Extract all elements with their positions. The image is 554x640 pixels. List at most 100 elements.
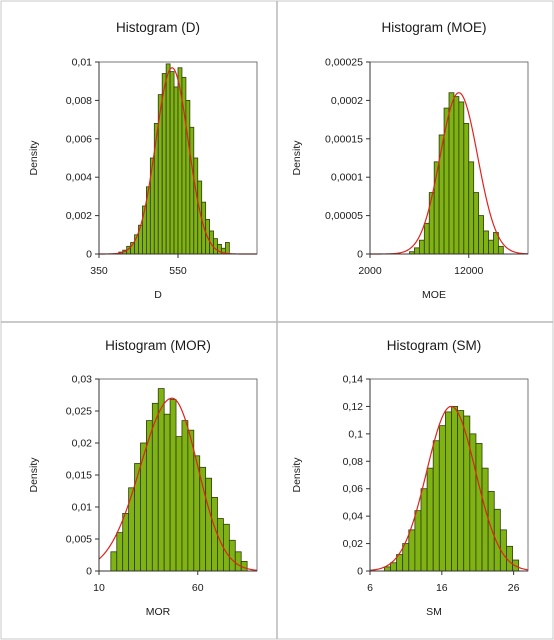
density-curve xyxy=(370,92,529,255)
histogram-bar xyxy=(224,242,230,255)
histogram-bar xyxy=(414,510,422,572)
x-axis-label: MOE xyxy=(422,289,446,301)
y-tick-label: 0,01 xyxy=(72,502,93,514)
histogram-bar xyxy=(163,413,171,572)
y-tick-label: 0,00005 xyxy=(325,210,363,222)
x-tick-label: 26 xyxy=(508,582,520,594)
y-axis-label: Density xyxy=(28,140,40,176)
histogram-bar xyxy=(432,440,440,572)
x-tick-label: 350 xyxy=(90,265,108,277)
histogram-bar xyxy=(468,161,475,255)
histogram-bar xyxy=(213,238,218,255)
histogram-bar xyxy=(187,429,195,572)
histogram-bar xyxy=(228,539,236,572)
y-tick-label: 0,002 xyxy=(66,210,92,222)
histogram-bar xyxy=(426,467,434,572)
y-tick-label: 0,025 xyxy=(66,406,92,418)
histogram-bar xyxy=(451,406,459,572)
histogram-bar xyxy=(473,192,480,255)
histogram-bar xyxy=(199,466,207,572)
histogram-bar xyxy=(390,562,397,572)
histogram-bar xyxy=(457,410,465,572)
y-tick-label: 0,008 xyxy=(66,95,92,107)
y-axis-label: Density xyxy=(291,140,303,176)
x-tick-label: 6 xyxy=(367,582,373,594)
histogram-bar xyxy=(383,566,391,572)
histogram-bar xyxy=(487,491,495,572)
histogram-bar xyxy=(157,388,165,572)
x-axis-label: D xyxy=(154,289,162,301)
histogram-bar xyxy=(488,239,494,255)
y-tick-label: 0,12 xyxy=(343,401,364,413)
chart-panel-4: Histogram (SM) 0 0,02 0,04 0,06 0,08 0,1 0,12 0,… xyxy=(291,338,529,618)
histogram-bar xyxy=(205,477,212,572)
histogram-bar xyxy=(161,73,167,255)
histogram-bar xyxy=(469,433,477,572)
y-tick-label: 0,08 xyxy=(343,456,364,468)
histogram-bar xyxy=(478,215,484,255)
y-tick-label: 0,005 xyxy=(66,534,92,546)
histogram-bar xyxy=(458,101,465,255)
histogram-bar xyxy=(438,134,445,255)
histogram-bar xyxy=(134,463,141,572)
x-tick-label: 10 xyxy=(93,582,105,594)
histogram-bar xyxy=(483,230,489,255)
chart-title: Histogram (SM) xyxy=(387,338,482,353)
x-tick-label: 2000 xyxy=(358,265,382,277)
density-curve xyxy=(98,397,258,571)
y-tick-label: 0,02 xyxy=(343,538,364,550)
y-tick-label: 0,00025 xyxy=(325,57,363,69)
y-tick-label: 0,01 xyxy=(72,57,93,69)
y-tick-label: 0 xyxy=(86,249,92,261)
histogram-bar xyxy=(234,551,242,572)
y-tick-label: 0,03 xyxy=(72,374,93,386)
histogram-bar xyxy=(438,425,446,572)
chart-title: Histogram (MOE) xyxy=(381,20,486,35)
chart-title: Histogram (D) xyxy=(116,20,200,35)
y-axis-label: Density xyxy=(291,457,303,493)
histogram-bar xyxy=(423,222,430,255)
histogram-bar xyxy=(181,420,189,572)
x-axis-label: SM xyxy=(426,606,442,618)
histogram-bar xyxy=(169,71,175,255)
histogram-bar xyxy=(153,123,159,255)
y-tick-label: 0,006 xyxy=(66,133,92,145)
histogram-bar xyxy=(481,467,489,572)
histogram-bar xyxy=(475,443,483,572)
histogram-bar xyxy=(448,92,455,255)
histogram-bar xyxy=(408,529,416,572)
histogram-bar xyxy=(110,551,118,572)
density-curve xyxy=(369,405,529,571)
histogram-bar xyxy=(420,488,428,572)
histogram-bar xyxy=(151,402,159,572)
x-tick-label: 12000 xyxy=(454,265,483,277)
histogram-bar xyxy=(463,123,470,255)
histogram-bar xyxy=(402,543,410,572)
y-tick-label: 0,14 xyxy=(343,374,364,386)
chart-title: Histogram (MOR) xyxy=(105,338,211,353)
histogram-bar xyxy=(414,247,420,255)
histogram-bar xyxy=(193,157,199,255)
histogram-bar xyxy=(428,192,435,255)
chart-panel-3: Histogram (MOR) 0 0,005 0,01 0,015 0,02 0,025 0… xyxy=(28,338,258,618)
histogram-bar xyxy=(185,100,191,255)
histogram-bar xyxy=(463,415,471,572)
histogram-bar xyxy=(418,239,425,255)
y-axis-label: Density xyxy=(28,457,40,493)
chart-panel-2: Histogram (MOE) 0 0,00005 0,0001 0,00015 0,00… xyxy=(291,20,529,301)
y-tick-label: 0,02 xyxy=(72,438,93,450)
y-tick-label: 0 xyxy=(357,566,363,578)
y-tick-label: 0,06 xyxy=(343,483,364,495)
histogram-bar xyxy=(122,512,130,572)
y-tick-label: 0,04 xyxy=(343,511,364,523)
histogram-bar xyxy=(445,411,452,572)
y-tick-label: 0 xyxy=(357,249,363,261)
x-tick-label: 550 xyxy=(169,265,187,277)
histogram-bar xyxy=(189,126,195,255)
x-tick-label: 60 xyxy=(192,582,204,594)
y-tick-label: 0,1 xyxy=(348,428,363,440)
y-tick-label: 0,0001 xyxy=(331,172,363,184)
histogram-bar xyxy=(116,532,124,572)
